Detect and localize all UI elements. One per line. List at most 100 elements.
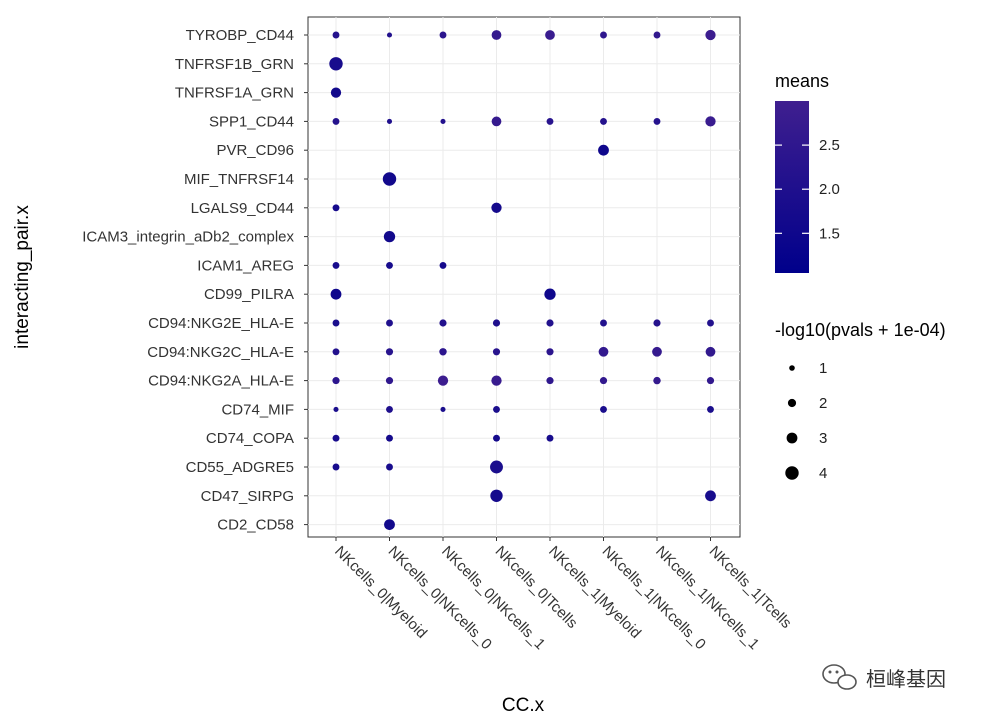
y-tick-label: TNFRSF1B_GRN [175,56,294,73]
data-point [491,202,502,213]
data-point [705,116,716,127]
data-point [440,118,446,124]
data-point [383,230,396,243]
x-tick-label: NKcells_1|Myeloid [545,543,644,642]
size-legend-label: 1 [819,360,827,377]
y-tick-label: CD94:NKG2E_HLA-E [148,315,294,332]
data-point [386,261,393,269]
data-point [599,377,608,385]
x-tick-label: NKcells_1|NKcells_1 [652,543,762,653]
data-point [382,172,397,186]
data-point [439,319,447,327]
y-tick-label: CD2_CD58 [217,517,294,534]
data-point [598,346,609,357]
data-point [491,375,502,386]
y-tick-label: CD94:NKG2C_HLA-E [147,344,294,361]
data-point [439,348,447,356]
color-legend-tick-label: 1.5 [819,225,840,242]
data-point [546,377,554,385]
color-legend-tick-label: 2.5 [819,137,840,154]
size-legend: -log10(pvals + 1e-04) 1 2 3 4 [775,320,946,482]
size-legend-label: 4 [819,465,827,482]
data-point [332,31,340,39]
x-tick-label: NKcells_1|NKcells_0 [599,543,709,653]
y-axis-title: interacting_pair.x [12,205,33,349]
data-point [705,490,716,502]
data-point [707,405,714,413]
y-tick-label: CD99_PILRA [204,286,294,303]
y-tick-label: CD74_COPA [206,430,294,447]
y-tick-label: CD47_SIRPG [201,488,294,505]
x-axis-title: CC.x [502,695,545,716]
y-tick-label: SPP1_CD44 [209,113,294,130]
color-legend-tick-label: 2.0 [819,181,840,198]
x-tick-label: NKcells_0|NKcells_1 [438,543,548,653]
color-legend-bar [775,101,809,273]
data-point [653,117,661,125]
data-point [333,406,339,412]
data-point [653,31,661,39]
x-axis-ticks: NKcells_0|MyeloidNKcells_0|NKcells_0NKce… [331,537,795,653]
data-point [332,204,340,212]
size-legend-dot [789,365,795,371]
data-point [332,434,340,442]
wechat-icon [822,664,857,690]
data-point [385,348,394,356]
data-point [330,288,342,300]
y-axis-ticks: TYROBP_CD44 TNFRSF1B_GRN TNFRSF1A_GRN SPP1_… [82,27,308,534]
y-tick-label: PVR_CD96 [216,142,294,159]
plot-panel [307,16,741,538]
data-point [386,463,393,471]
data-point [437,375,449,386]
data-point [544,288,556,300]
y-tick-label: ICAM3_integrin_aDb2_complex [82,229,294,246]
data-point [332,319,340,327]
data-point [490,460,503,474]
y-tick-label: TNFRSF1A_GRN [175,85,294,102]
data-point [705,346,716,357]
x-tick-label: NKcells_0|NKcells_0 [385,543,495,653]
y-tick-label: MIF_TNFRSF14 [184,171,294,188]
data-point [439,31,447,39]
data-point [329,57,343,71]
size-legend-dot [785,466,799,480]
data-point [492,319,501,327]
data-point [598,144,609,156]
y-tick-label: CD55_ADGRE5 [186,459,294,476]
data-point [386,405,393,413]
grid-lines [308,17,740,537]
size-legend-dot [786,432,798,444]
y-tick-label: LGALS9_CD44 [191,200,294,217]
size-legend-label: 3 [819,430,827,447]
data-point [330,87,342,98]
y-tick-label: CD74_MIF [221,401,294,418]
data-point [490,489,503,502]
data-point [600,319,607,327]
data-point [440,406,446,412]
data-point [600,405,607,413]
data-point [600,117,607,125]
data-point [546,319,554,327]
data-point [386,32,393,38]
y-tick-label: ICAM1_AREG [197,257,294,274]
data-point [706,377,715,385]
data-point [332,261,340,269]
data-point [493,405,500,413]
data-point [707,319,714,327]
data-point [493,434,500,442]
data-point [332,463,340,471]
data-point [491,30,502,40]
data-point [600,31,607,39]
watermark: 桓峰基因 [822,664,946,691]
size-legend-title: -log10(pvals + 1e-04) [775,320,946,340]
color-legend: means 1.5 2.0 2.5 [775,71,840,273]
data-point [705,29,716,41]
watermark-text: 桓峰基因 [866,667,946,691]
data-point [385,377,394,385]
data-point [546,434,554,442]
data-point [653,376,661,385]
data-point [491,116,502,127]
data-point [545,30,555,40]
data-point [386,434,393,442]
